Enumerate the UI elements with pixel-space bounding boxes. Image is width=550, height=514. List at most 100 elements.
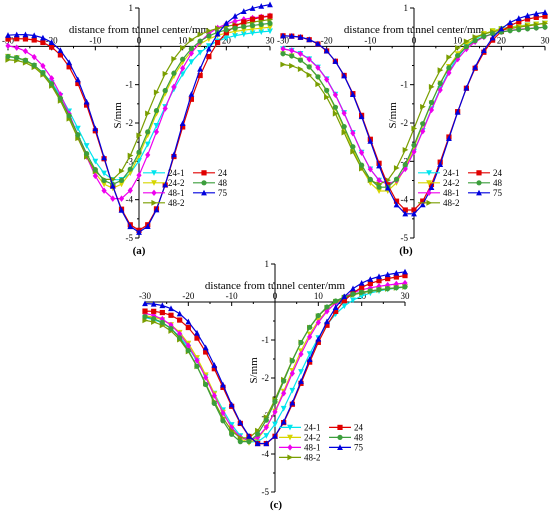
point-75-1 xyxy=(288,32,295,39)
point-24-1-18 xyxy=(298,369,304,375)
point-75-26 xyxy=(367,276,374,282)
point-48-2-17 xyxy=(153,89,160,96)
point-75-26 xyxy=(232,13,238,19)
point-24-27 xyxy=(241,19,247,25)
point-48-30 xyxy=(402,284,408,290)
x-tick-label: 10 xyxy=(453,35,463,45)
x-tick-label: 0 xyxy=(412,35,417,45)
point-75-24 xyxy=(214,30,221,37)
chart-panel-b: -30 -20 -10 0 10 20 30 1 -1 -2 -3 -4 -5 distance from… xyxy=(277,3,550,257)
point-24-3 xyxy=(31,37,37,43)
legend-label-75: 75 xyxy=(218,188,228,198)
point-48-7 xyxy=(203,381,209,388)
point-24-4 xyxy=(177,317,183,323)
point-75-22 xyxy=(197,65,204,72)
point-75-22 xyxy=(472,63,479,70)
point-24-3 xyxy=(168,312,174,318)
point-48-18 xyxy=(437,80,443,87)
point-24-1-10 xyxy=(92,158,99,165)
point-24-1-20 xyxy=(179,71,186,78)
point-75-4 xyxy=(40,34,46,41)
point-75-3 xyxy=(31,32,38,39)
point-48-1-20 xyxy=(315,319,321,326)
point-48-14 xyxy=(127,166,133,172)
point-24-28 xyxy=(524,16,531,22)
legend-label-48-1: 48-1 xyxy=(168,188,185,198)
point-75-9 xyxy=(220,381,226,388)
point-75-21 xyxy=(188,91,195,97)
point-75-19 xyxy=(306,356,313,362)
point-75-24 xyxy=(350,285,356,292)
point-48-1-12 xyxy=(110,195,116,202)
point-24-legend xyxy=(337,424,343,430)
point-75-17 xyxy=(153,206,160,213)
point-48-21 xyxy=(463,44,469,50)
point-75-legend xyxy=(476,189,482,196)
point-24-1-24 xyxy=(350,297,356,304)
legend-label-24-2: 24-2 xyxy=(443,178,460,188)
point-75-8 xyxy=(211,362,218,368)
point-24-1-26 xyxy=(232,33,238,39)
point-48-1-8 xyxy=(211,392,217,399)
x-tick-label: -30 xyxy=(277,35,289,45)
point-24-2 xyxy=(159,309,165,316)
point-48-2-19 xyxy=(446,54,453,61)
point-24-1-15 xyxy=(272,421,278,428)
point-48-1 xyxy=(14,54,20,61)
point-75-20 xyxy=(315,335,322,342)
legend-label-24-2: 24-2 xyxy=(304,432,321,442)
legend-label-48-2: 48-2 xyxy=(443,198,460,208)
point-75-23 xyxy=(205,45,212,52)
y-tick-label: 1 xyxy=(404,3,409,13)
point-48-27 xyxy=(241,24,247,30)
point-24-14 xyxy=(402,207,408,213)
point-48-9 xyxy=(84,150,90,157)
point-75-17 xyxy=(428,184,435,190)
point-48-2-18 xyxy=(162,70,169,77)
point-24-27 xyxy=(516,19,522,25)
point-48-1-7 xyxy=(203,374,209,381)
point-24-27 xyxy=(376,278,382,284)
point-48-17 xyxy=(153,107,160,114)
point-24-30 xyxy=(402,273,408,279)
point-75-20 xyxy=(179,120,186,127)
point-24-2-11 xyxy=(376,188,382,195)
point-48-2-19 xyxy=(171,55,178,62)
point-75-27 xyxy=(515,15,522,21)
point-48-1-6 xyxy=(57,91,63,98)
point-48-6 xyxy=(57,95,64,101)
point-48-15 xyxy=(136,149,142,155)
point-75-20 xyxy=(454,109,461,115)
point-48-28 xyxy=(385,286,391,292)
legend-label-75: 75 xyxy=(354,442,364,452)
y-tick-label: -1 xyxy=(401,80,409,90)
legend-label-48: 48 xyxy=(354,432,364,442)
point-48-13 xyxy=(393,176,400,182)
point-48-19 xyxy=(446,65,452,71)
point-75-16 xyxy=(419,201,426,208)
point-48-1-4 xyxy=(177,330,183,337)
legend-label-24: 24 xyxy=(493,168,503,178)
point-48-10 xyxy=(92,167,98,173)
point-48-20 xyxy=(315,312,321,319)
point-48-19 xyxy=(307,324,313,330)
point-24-26 xyxy=(507,22,513,29)
point-75-6 xyxy=(57,47,64,53)
point-75-8 xyxy=(74,76,81,83)
x-tick-label: 0 xyxy=(137,35,142,45)
point-75-28 xyxy=(384,271,391,278)
point-24-30 xyxy=(267,13,273,19)
point-24-1-21 xyxy=(188,59,195,65)
point-48-1-17 xyxy=(153,128,160,136)
point-48-2-1 xyxy=(289,62,295,69)
point-48-1-15 xyxy=(136,172,142,179)
point-24-1-8 xyxy=(74,125,81,132)
point-75-21 xyxy=(324,318,330,325)
point-75-14 xyxy=(263,440,270,447)
point-75-19 xyxy=(171,151,177,158)
point-48-17 xyxy=(428,99,435,106)
point-48-7 xyxy=(66,113,72,119)
point-75-0 xyxy=(5,32,11,38)
legend-label-75: 75 xyxy=(493,188,503,198)
